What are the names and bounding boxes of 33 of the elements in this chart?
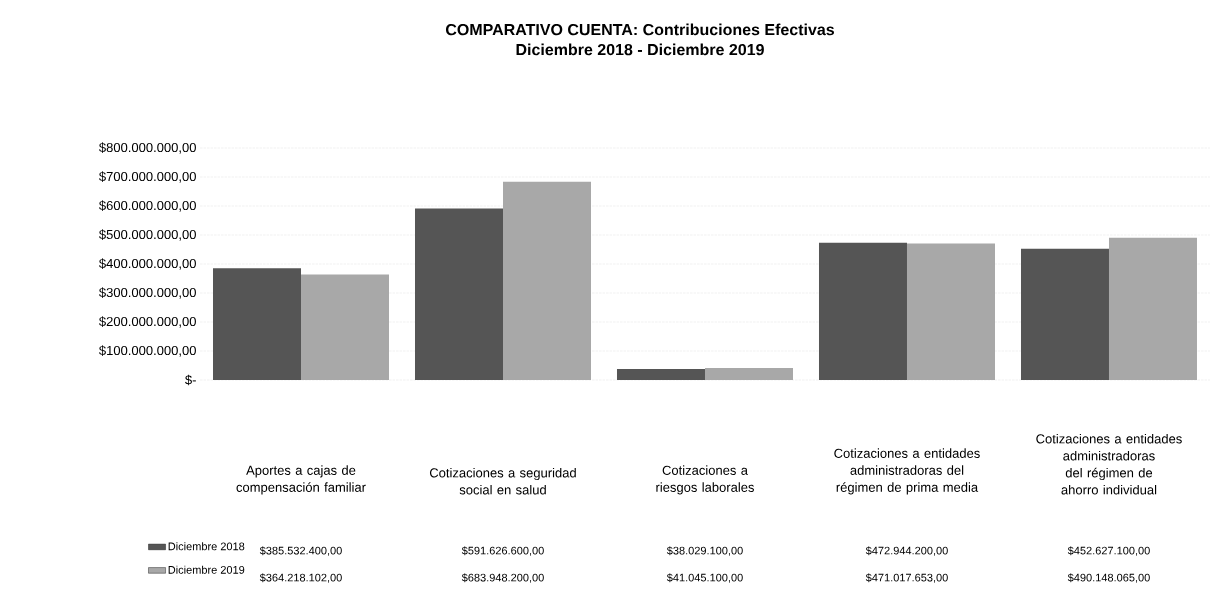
bar [415,208,503,380]
data-label: $683.948.200,00 [461,573,544,583]
x-tick-label: Aportes a cajas de compensación familiar [236,465,366,495]
y-tick-label: $800.000.000,00 [99,142,196,154]
legend-label: Diciembre 2018 [168,542,245,551]
data-label: $385.532.400,00 [259,546,342,556]
y-tick-label: $200.000.000,00 [99,316,196,328]
bar [818,242,907,380]
y-tick-label: $400.000.000,00 [99,258,196,270]
y-tick-label: $300.000.000,00 [99,287,196,299]
y-tick-label: $700.000.000,00 [99,171,196,183]
bar [616,368,705,380]
y-tick-label: $- [185,374,196,386]
bar [1020,248,1109,380]
x-tick-label: Cotizaciones a seguridad social en salud [429,467,576,495]
data-label: $471.017.653,00 [865,573,948,583]
data-label: $472.944.200,00 [865,546,948,556]
bar [213,268,301,380]
data-label: $591.626.600,00 [461,546,544,556]
chart-title: COMPARATIVO CUENTA: Contribuciones Efectivas [445,23,834,36]
data-label: $41.045.100,00 [666,573,743,583]
data-label: $490.148.065,00 [1067,573,1150,583]
y-tick-label: $100.000.000,00 [99,345,196,357]
x-tick-label: Cotizaciones a entidades administradoras del régimen de ahorro individual [1036,433,1182,495]
data-label: $38.029.100,00 [666,546,743,556]
chart-subtitle: Diciembre 2018 - Diciembre 2019 [516,43,764,56]
legend-label: Diciembre 2019 [168,565,245,574]
y-tick-label: $600.000.000,00 [99,200,196,212]
x-tick-label: Cotizaciones a riesgos laborales [656,465,754,495]
x-tick-label: Cotizaciones a entidades administradoras del régimen de prima media [834,448,980,495]
data-label: $452.627.100,00 [1067,546,1150,556]
data-label: $364.218.102,00 [259,573,342,583]
y-tick-label: $500.000.000,00 [99,229,196,241]
